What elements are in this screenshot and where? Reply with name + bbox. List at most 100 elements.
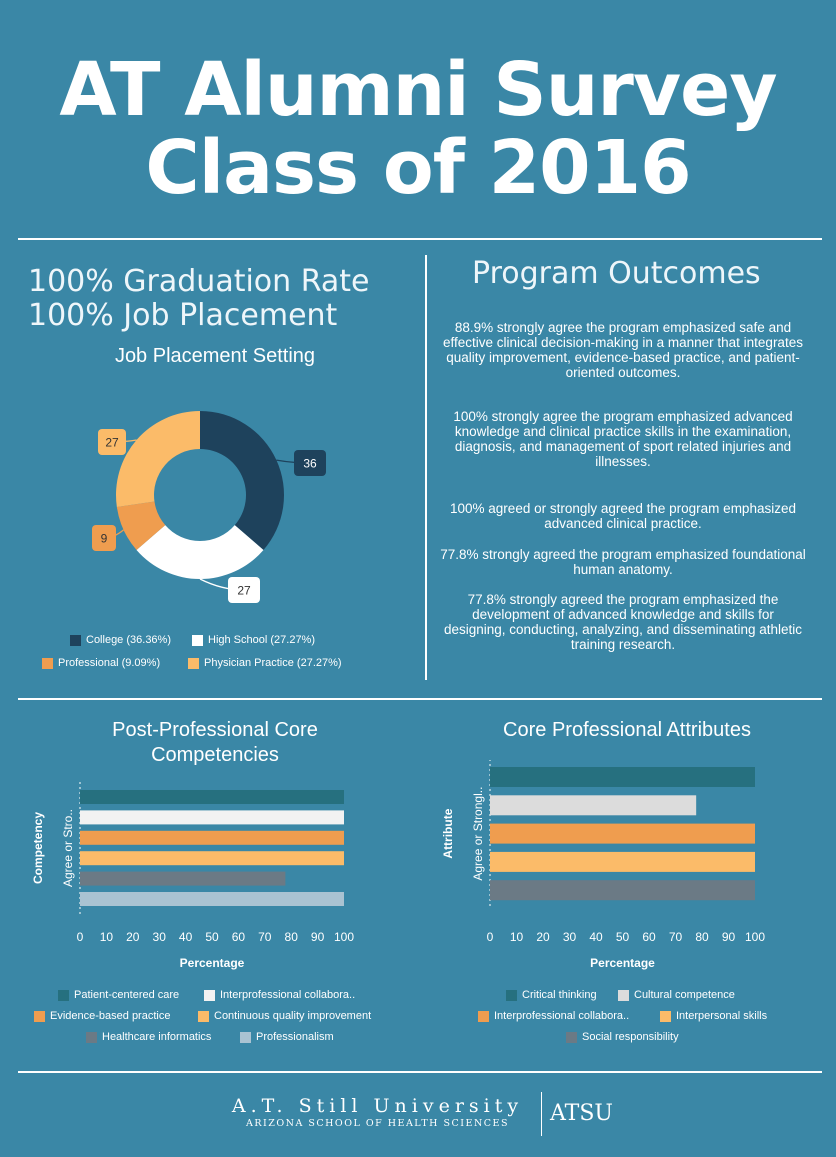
bar-interprofessional-collabora-	[80, 810, 344, 825]
x-axis-label: Percentage	[590, 956, 655, 970]
bar-legend-item: Interpersonal skills	[660, 1010, 767, 1022]
legend-label: High School (27.27%)	[208, 634, 316, 646]
donut-value-label: 27	[237, 584, 251, 598]
bar-legend-item: Social responsibility	[566, 1031, 679, 1043]
x-axis-label: Percentage	[180, 956, 245, 970]
donut-chart-title: Job Placement Setting	[114, 345, 316, 367]
x-tick-label: 60	[642, 930, 656, 944]
legend-swatch	[86, 1031, 97, 1043]
legend-label: Interprofessional collabora..	[494, 1010, 630, 1022]
bar-patient-centered-care	[80, 790, 344, 804]
job-placement-donut-chart: 36 27 9 27	[92, 411, 326, 603]
legend-label: Cultural competence	[634, 989, 735, 1001]
bar-legend-item: Patient-centered care	[58, 989, 179, 1001]
competencies-chart-title: Post-Professional Core Competencies	[112, 719, 318, 766]
donut-label-box	[92, 525, 116, 551]
bar-interprofessional-collabora-	[490, 823, 755, 844]
bar-legend-item: Cultural competence	[618, 989, 735, 1001]
footer-university: A.T. Still University	[231, 1095, 524, 1117]
bar-legend-item: Continuous quality improvement	[198, 1010, 371, 1022]
legend-label: College (36.36%)	[86, 634, 171, 646]
legend-swatch	[660, 1010, 671, 1022]
legend-swatch	[204, 989, 215, 1001]
page-title-line2: Class of 2016	[145, 125, 691, 211]
x-tick-label: 90	[722, 930, 736, 944]
donut-slice-college	[200, 411, 284, 551]
x-tick-label: 20	[126, 930, 140, 944]
bar-healthcare-informatics	[80, 871, 286, 886]
x-tick-label: 80	[285, 930, 299, 944]
donut-value-label: 9	[101, 532, 108, 546]
x-tick-label: 90	[311, 930, 325, 944]
legend-label: Interprofessional collabora..	[220, 989, 356, 1001]
x-tick-label: 30	[563, 930, 577, 944]
outcome-item-3: 100% agreed or strongly agreed the progr…	[450, 501, 796, 531]
outcome-item-5: 77.8% strongly agreed the program emphas…	[444, 592, 802, 652]
donut-slice-professional	[116, 501, 166, 551]
bar-legend-item: Evidence-based practice	[34, 1010, 170, 1022]
donut-slice-high-school	[136, 525, 264, 579]
divider-bottom	[18, 1071, 822, 1073]
donut-legend-item: College (36.36%)	[70, 634, 171, 646]
legend-swatch	[188, 657, 199, 669]
x-tick-label: 20	[536, 930, 550, 944]
competencies-legend: Patient-centered care Interprofessional c…	[20, 985, 420, 1050]
job-placement-rate: 100% Job Placement	[28, 298, 338, 333]
legend-swatch	[192, 634, 203, 646]
x-tick-label: 70	[669, 930, 683, 944]
y-category-label: Agree or Stro..	[61, 809, 75, 887]
bar-legend-item: Interprofessional collabora..	[478, 1010, 629, 1022]
donut-slice-physician-practice	[116, 411, 200, 507]
bar-evidence-based-practice	[80, 830, 344, 845]
donut-label-box	[228, 577, 260, 603]
legend-swatch	[566, 1031, 577, 1043]
divider-middle	[18, 698, 822, 700]
legend-label: Healthcare informatics	[102, 1031, 212, 1043]
donut-label-box	[294, 450, 326, 476]
bar-critical-thinking	[490, 767, 755, 787]
bar-professionalism	[80, 892, 344, 906]
legend-swatch	[198, 1010, 209, 1022]
x-tick-label: 100	[745, 930, 765, 944]
legend-swatch	[618, 989, 629, 1001]
graduation-rate: 100% Graduation Rate	[28, 264, 370, 299]
footer-atsu-logo: ATSU	[550, 1101, 613, 1126]
y-category-label: Agree or Strongl..	[471, 787, 485, 881]
legend-label: Social responsibility	[582, 1031, 679, 1043]
divider-vertical	[425, 255, 427, 680]
legend-label: Professionalism	[256, 1031, 334, 1043]
legend-swatch	[478, 1010, 489, 1022]
x-tick-label: 40	[179, 930, 193, 944]
legend-label: Continuous quality improvement	[214, 1010, 372, 1022]
legend-swatch	[58, 989, 69, 1001]
legend-label: Evidence-based practice	[50, 1010, 171, 1022]
donut-legend: College (36.36%) High School (27.27%) Prof…	[40, 630, 410, 675]
legend-swatch	[240, 1031, 251, 1043]
bar-continuous-quality-improvement	[80, 851, 344, 866]
x-tick-label: 10	[510, 930, 524, 944]
legend-label: Critical thinking	[522, 989, 597, 1001]
outcome-item-4: 77.8% strongly agreed the program emphas…	[440, 547, 806, 577]
footer-separator	[541, 1092, 542, 1136]
x-tick-label: 0	[77, 930, 84, 944]
bar-social-responsibility	[490, 880, 755, 901]
legend-label: Patient-centered care	[74, 989, 180, 1001]
donut-value-label: 27	[105, 436, 119, 450]
x-tick-label: 50	[205, 930, 219, 944]
competencies-bar-chart: 0 10 20 30 40 50 60 70 80 90 100 Percentage Competen…	[31, 782, 354, 970]
legend-swatch	[34, 1010, 45, 1022]
x-tick-label: 10	[100, 930, 114, 944]
donut-legend-item: Professional (9.09%)	[42, 657, 160, 669]
divider-top	[18, 238, 822, 240]
attributes-legend: Critical thinking Cultural competence Inte…	[430, 985, 830, 1050]
y-axis-label: Attribute	[441, 808, 455, 858]
legend-swatch	[42, 657, 53, 669]
y-axis-label: Competency	[31, 812, 45, 884]
x-tick-label: 80	[695, 930, 709, 944]
x-tick-label: 70	[258, 930, 272, 944]
donut-label-box	[98, 429, 126, 455]
legend-label: Physician Practice (27.27%)	[204, 657, 342, 669]
x-tick-label: 100	[334, 930, 354, 944]
donut-legend-item: High School (27.27%)	[192, 634, 315, 646]
outcome-item-2: 100% strongly agree the program emphasiz…	[453, 409, 793, 469]
